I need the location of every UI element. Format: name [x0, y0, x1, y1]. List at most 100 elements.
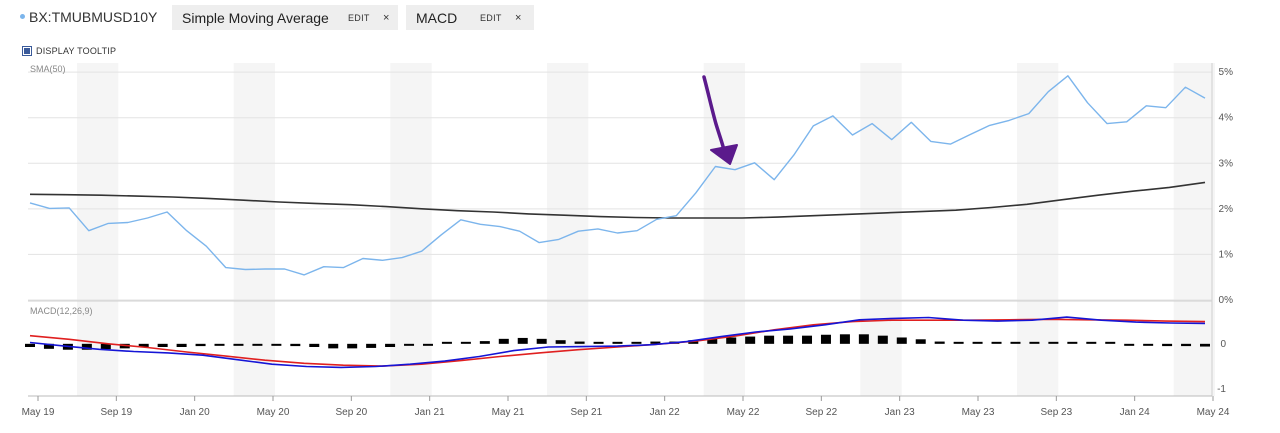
histogram-bar — [745, 336, 756, 344]
x-tick-label: Jan 22 — [650, 407, 680, 418]
annotation-arrow — [702, 75, 738, 165]
histogram-bar — [441, 341, 452, 344]
macd-panel-label: MACD(12,26,9) — [30, 306, 93, 316]
tab-simple-moving-average[interactable]: Simple Moving Average EDIT × — [172, 5, 398, 30]
histogram-bar — [271, 343, 282, 346]
histogram-bar — [252, 343, 263, 346]
histogram-bar — [650, 341, 661, 344]
histogram-bar — [783, 335, 794, 344]
yield-line — [29, 75, 1206, 276]
histogram-bar — [764, 335, 775, 344]
histogram-bar — [1029, 341, 1040, 344]
histogram-bar — [25, 343, 35, 348]
time-band — [1017, 63, 1059, 396]
histogram-bar — [517, 337, 528, 344]
macd-line — [29, 316, 1206, 369]
histogram-bar — [1086, 341, 1097, 344]
x-axis-ticks: May 19 Sep 19 Jan 20 May 20 Sep 20 Jan 21 May … — [22, 396, 1230, 418]
histogram-bar — [385, 343, 396, 348]
time-band — [703, 63, 745, 396]
histogram-bar — [157, 343, 168, 348]
tab-name-sma: Simple Moving Average — [182, 9, 329, 26]
histogram-bar — [309, 343, 320, 348]
histogram-bar — [631, 341, 642, 344]
y-tick-label: 0% — [1219, 295, 1234, 306]
histogram-bar — [934, 341, 945, 344]
time-band — [390, 63, 432, 396]
display-tooltip-toggle[interactable]: DISPLAY TOOLTIP — [22, 46, 116, 56]
x-tick-label: Jan 23 — [885, 407, 915, 418]
histogram-bar — [1162, 343, 1173, 347]
histogram-bar — [176, 343, 187, 348]
close-sma-icon[interactable]: × — [383, 11, 390, 24]
histogram-bar — [328, 343, 339, 349]
sma-y-ticks: 5% 4% 3% 2% 1% 0% — [1219, 67, 1234, 306]
x-tick-label: Sep 23 — [1040, 407, 1072, 418]
y-tick-label: 1% — [1219, 249, 1234, 260]
x-tick-label: May 23 — [962, 407, 995, 418]
time-band — [547, 63, 589, 396]
histogram-bar — [233, 343, 244, 346]
tooltip-checkbox[interactable] — [22, 46, 32, 56]
histogram-bar — [100, 343, 111, 350]
x-tick-label: May 22 — [727, 407, 760, 418]
histogram-bar — [802, 335, 813, 344]
indicator-tab-bar: BX:TMUBMUSD10Y Simple Moving Average EDI… — [0, 0, 1280, 34]
tab-name-macd: MACD — [416, 9, 458, 26]
arrow-shaft — [702, 75, 726, 152]
symbol-text: BX:TMUBMUSD10Y — [29, 9, 158, 25]
time-band — [860, 63, 902, 396]
y-tick-label: 5% — [1219, 67, 1234, 78]
x-tick-label: Sep 22 — [805, 407, 837, 418]
sma-line — [29, 181, 1206, 219]
histogram-bar — [138, 343, 149, 348]
tab-macd[interactable]: MACD EDIT × — [406, 5, 534, 30]
series-color-dot — [20, 13, 25, 19]
tooltip-label: DISPLAY TOOLTIP — [36, 46, 117, 56]
histogram-bar — [839, 334, 850, 344]
y-tick-label: 4% — [1219, 113, 1234, 124]
histogram-bar — [574, 341, 585, 344]
histogram-bar — [1048, 341, 1059, 344]
arrow-head — [710, 144, 738, 165]
grid-lines — [28, 63, 1213, 397]
x-tick-label: May 19 — [22, 407, 55, 418]
histogram-bar — [593, 341, 604, 344]
histogram-bar — [726, 337, 737, 344]
histogram-bar — [195, 343, 206, 347]
histogram-bar — [877, 335, 888, 344]
x-tick-label: Sep 20 — [335, 407, 367, 418]
histogram-bar — [555, 340, 566, 344]
histogram-bar — [422, 343, 433, 346]
histogram-bar — [366, 343, 377, 348]
x-tick-label: Jan 24 — [1120, 407, 1150, 418]
y-tick-label: -1 — [1217, 384, 1226, 395]
histogram-bar — [1105, 341, 1116, 344]
x-tick-label: Sep 19 — [100, 407, 132, 418]
histogram-bar — [953, 341, 964, 344]
series-lines — [29, 75, 1206, 369]
histogram-bar — [858, 334, 869, 344]
x-tick-label: May 20 — [257, 407, 290, 418]
histogram-bar — [820, 334, 831, 344]
histogram-bar — [460, 341, 471, 344]
time-band — [1173, 63, 1215, 396]
time-band — [233, 63, 275, 396]
histogram-bar — [43, 343, 54, 349]
histogram-bar — [1181, 343, 1192, 347]
close-macd-icon[interactable]: × — [515, 11, 522, 24]
y-tick-label: 0 — [1220, 339, 1226, 350]
histogram-bar — [896, 337, 907, 344]
macd-y-ticks: 0 -1 — [1217, 339, 1226, 395]
edit-macd-button[interactable]: EDIT — [480, 12, 502, 23]
symbol-label[interactable]: BX:TMUBMUSD10Y — [20, 9, 157, 25]
edit-sma-button[interactable]: EDIT — [348, 12, 370, 23]
histogram-bar — [290, 343, 301, 347]
y-tick-label: 3% — [1219, 158, 1234, 169]
x-tick-label: Sep 21 — [570, 407, 602, 418]
histogram-bar — [612, 341, 623, 344]
histogram-bar — [536, 338, 547, 344]
histogram-bar — [915, 339, 926, 344]
x-tick-label: May 24 — [1197, 407, 1230, 418]
